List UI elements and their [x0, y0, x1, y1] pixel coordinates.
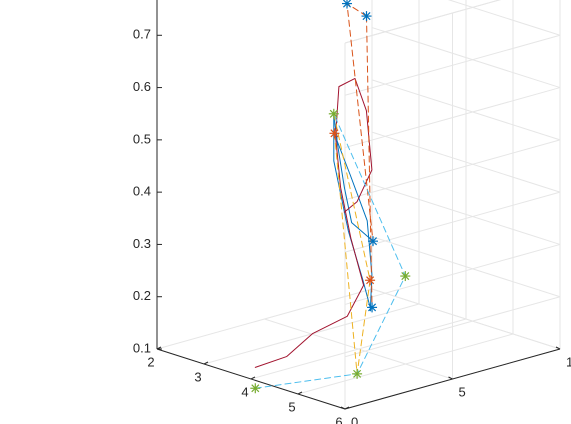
- marker-green-2: [400, 271, 411, 282]
- box-edge-top-a: [344, 0, 501, 44]
- marker-stroke: [366, 276, 375, 285]
- x-tick-label: 6: [335, 414, 342, 424]
- z-tick-label: 0.7: [133, 27, 151, 42]
- gridline-y-floor: [371, 288, 561, 350]
- y-tick: [340, 406, 346, 410]
- series-line-blue-1: [333, 113, 372, 312]
- marker-stroke: [329, 109, 338, 118]
- series-line-yellow-6: [333, 113, 371, 375]
- marker-blue-0: [361, 11, 372, 22]
- marker-stroke: [362, 12, 371, 21]
- x-tick: [250, 376, 256, 380]
- marker-green-3: [250, 383, 261, 394]
- y-tick: [555, 346, 561, 350]
- marker-blue-2: [368, 236, 378, 247]
- y-tick-label: 10: [566, 354, 571, 369]
- marker-stroke: [251, 384, 260, 393]
- x-tick-label: 3: [194, 369, 201, 384]
- marker-stroke: [342, 0, 352, 8]
- y-tick-label: 5: [459, 384, 466, 399]
- z-tick-label: 0.4: [133, 184, 151, 199]
- marker-blue-3: [367, 302, 378, 313]
- z-tick-label: 0.5: [133, 131, 151, 146]
- series-line-orange-5: [366, 15, 373, 308]
- marker-blue-1: [342, 0, 352, 9]
- marker-orange-0: [329, 128, 340, 139]
- z-tick-label: 0.3: [133, 236, 151, 251]
- marker-stroke: [353, 369, 362, 378]
- x-tick: [156, 346, 162, 350]
- marker-orange-1: [365, 275, 376, 286]
- series-line-purple-3: [254, 77, 373, 368]
- series-line-blue-0: [336, 132, 373, 312]
- x-tick-label: 5: [288, 399, 295, 414]
- z-tick-label: 0.6: [133, 79, 151, 94]
- y-tick-label: 0: [351, 414, 358, 424]
- x-tick: [297, 391, 303, 395]
- x-tick: [203, 361, 209, 365]
- marker-stroke: [368, 303, 377, 312]
- marker-green-1: [352, 368, 363, 379]
- gridline-y-floor: [264, 318, 453, 380]
- marker-stroke: [330, 129, 339, 138]
- y-tick: [448, 376, 453, 380]
- x-tick-label: 4: [241, 384, 248, 399]
- series-line-cyan-7: [254, 113, 406, 389]
- x-tick-label: 2: [147, 354, 154, 369]
- marker-stroke: [368, 237, 378, 246]
- x-tick: [344, 406, 350, 410]
- marker-stroke: [401, 272, 410, 281]
- marker-green-0: [328, 108, 339, 119]
- z-tick-label: 0.1: [133, 340, 151, 355]
- z-tick-label: 0.2: [133, 288, 151, 303]
